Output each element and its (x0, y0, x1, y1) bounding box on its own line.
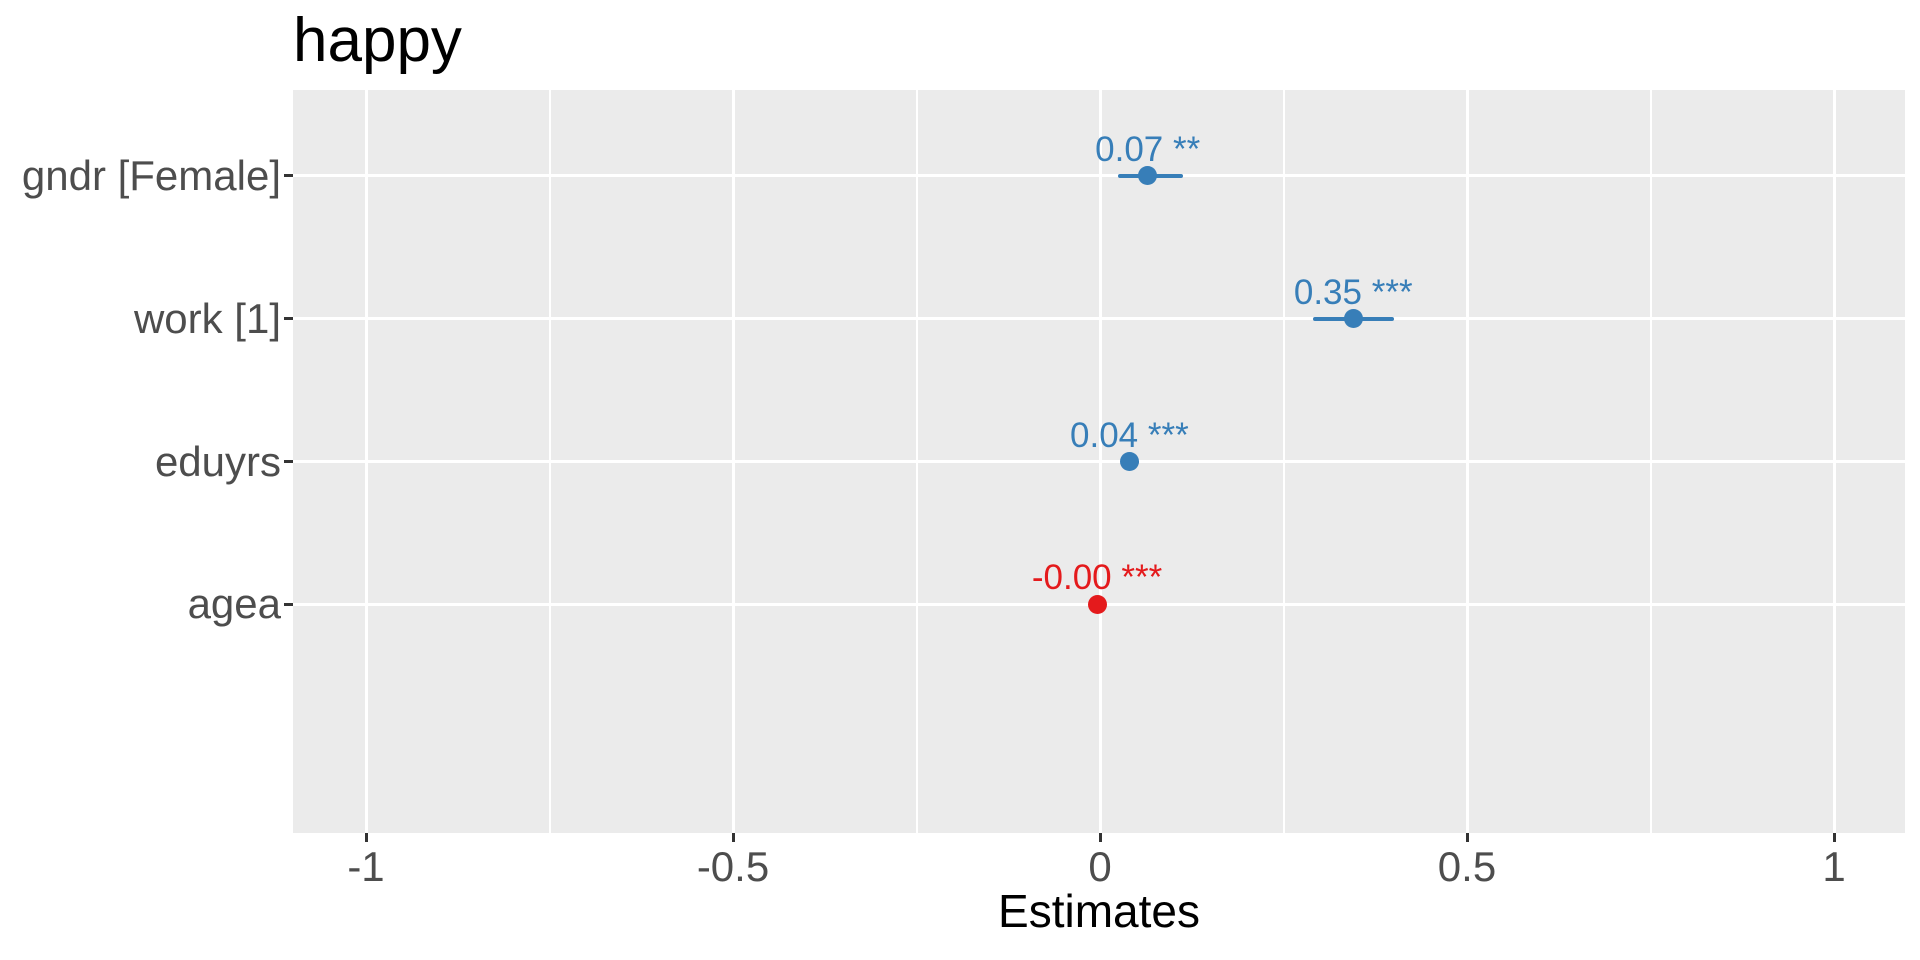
x-tick-label: 1 (1822, 843, 1846, 890)
x-tick-label: -1 (347, 843, 385, 890)
value-label: 0.07 ** (1095, 129, 1201, 169)
x-axis-title: Estimates (998, 885, 1200, 937)
x-tick-mark (1832, 833, 1836, 842)
x-tick-mark (1098, 833, 1102, 842)
data-point (1343, 309, 1363, 329)
data-point (1138, 166, 1158, 186)
x-tick-label: -0.5 (696, 843, 770, 890)
x-tick-mark (731, 833, 735, 842)
y-tick-label: eduyrs (154, 437, 281, 485)
value-label: 0.35 *** (1293, 272, 1413, 312)
gridline-major (293, 317, 1905, 321)
x-tick-label: 0 (1088, 843, 1112, 890)
x-tick-mark (364, 833, 368, 842)
y-tick-mark (284, 174, 293, 178)
x-tick-mark (1465, 833, 1469, 842)
value-label: 0.04 *** (1070, 415, 1189, 455)
data-point (1087, 594, 1107, 614)
y-tick-mark (284, 317, 293, 321)
plot-title: happy (293, 6, 462, 75)
gridline-major (293, 174, 1905, 178)
value-label: -0.00 *** (1031, 558, 1163, 598)
y-tick-label: work [1] (133, 294, 281, 342)
data-point (1119, 452, 1139, 471)
x-tick-label: 0.5 (1437, 843, 1497, 890)
y-tick-mark (284, 602, 293, 606)
plot-panel: 0.07 ** 0.35 *** 0.04 *** -0.00 *** (293, 90, 1905, 833)
y-tick-mark (284, 460, 293, 463)
y-tick-label: agea (187, 580, 281, 628)
gridline-major (293, 460, 1905, 463)
y-tick-label: gndr [Female] (21, 151, 281, 199)
